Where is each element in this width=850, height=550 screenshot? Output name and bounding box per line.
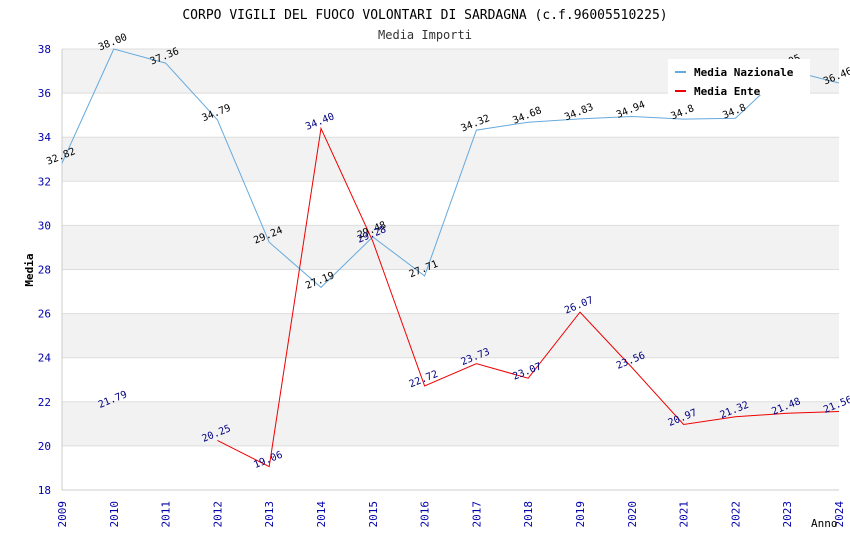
data-label-ente: 23.07: [511, 361, 543, 382]
series-line-ente: [217, 126, 840, 468]
data-label-nazionale: 34.94: [615, 99, 647, 120]
data-label-nazionale: 34.68: [511, 105, 543, 126]
data-label-ente: 19.06: [252, 450, 284, 471]
chart-subtitle: Media Importi: [378, 28, 472, 42]
x-tick-label: 2012: [211, 501, 224, 528]
x-tick-label: 2011: [160, 501, 173, 528]
axes: [61, 49, 839, 491]
y-axis-label: Media: [23, 253, 36, 286]
x-tick-label: 2009: [56, 501, 69, 528]
series-line-nazionale: [61, 48, 840, 289]
data-label-nazionale: 34.83: [563, 102, 595, 123]
y-tick-label: 22: [38, 396, 51, 409]
y-tick-label: 38: [38, 43, 51, 56]
y-ticks: 18 20 22 24 26 28 30 32 34 36 38: [38, 43, 52, 497]
plot-background: [62, 49, 839, 446]
chart-title: CORPO VIGILI DEL FUOCO VOLONTARI DI SARD…: [182, 8, 667, 23]
plot-band: [62, 313, 839, 358]
plot-band: [62, 137, 839, 182]
y-tick-label: 34: [38, 131, 52, 144]
y-tick-label: 32: [38, 175, 51, 188]
x-tick-label: 2019: [574, 501, 587, 528]
data-labels: 32.8238.0037.3634.7929.2427.1929.4827.71…: [45, 32, 850, 471]
data-label-nazionale: 27.19: [304, 270, 336, 291]
x-tick-label: 2015: [367, 501, 380, 528]
data-label-ente: 22.72: [408, 369, 440, 390]
plot-band: [62, 401, 839, 446]
y-tick-label: 30: [38, 219, 51, 232]
y-tick-label: 28: [38, 264, 51, 277]
x-tick-label: 2020: [626, 501, 639, 528]
x-tick-label: 2017: [470, 501, 483, 528]
legend: Media Nazionale Media Ente: [668, 59, 810, 98]
legend-box: [668, 59, 810, 95]
y-tick-label: 36: [38, 87, 51, 100]
legend-label: Media Ente: [694, 85, 761, 98]
y-tick-label: 24: [38, 352, 52, 365]
y-tick-label: 20: [38, 440, 51, 453]
y-tick-label: 26: [38, 308, 51, 321]
series-lines: [61, 48, 840, 468]
x-tick-label: 2018: [522, 501, 535, 528]
x-tick-label: 2021: [678, 501, 691, 528]
y-tick-label: 18: [38, 484, 51, 497]
x-tick-label: 2014: [315, 501, 328, 528]
plot-band: [62, 225, 839, 270]
x-tick-label: 2013: [263, 501, 276, 528]
x-ticks: 2009 2010 2011 2012 2013 2014 2015 2016 2017 2018…: [56, 501, 846, 528]
x-tick-label: 2024: [833, 501, 846, 528]
x-tick-label: 2016: [419, 501, 432, 528]
grid-lines: [62, 48, 839, 491]
legend-label: Media Nazionale: [694, 66, 794, 79]
data-label-ente: 34.40: [304, 111, 336, 132]
x-tick-label: 2010: [108, 501, 121, 528]
x-tick-label: 2023: [781, 501, 794, 528]
x-axis-label: Anno: [811, 517, 838, 530]
x-tick-label: 2022: [729, 501, 742, 528]
